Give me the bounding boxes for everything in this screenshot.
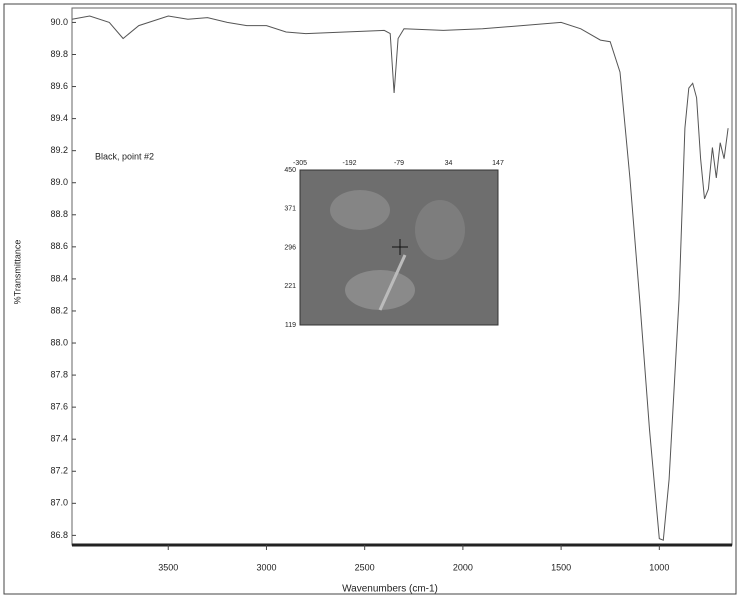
y-tick-label: 87.8 [50,369,68,379]
y-tick-label: 89.6 [50,81,68,91]
y-tick-label: 88.8 [50,209,68,219]
inset-x-tick-label: -305 [293,160,307,167]
inset-texture [345,270,415,310]
y-tick-label: 89.2 [50,145,68,155]
x-axis-label: Wavenumbers (cm-1) [342,584,438,595]
inset-y-tick-label: 450 [284,167,296,174]
inset-x-tick-label: -192 [342,160,356,167]
inset-y-tick-label: 119 [285,322,296,329]
y-tick-label: 88.6 [50,241,68,251]
y-tick-label: 87.0 [50,498,68,508]
inset-texture [378,254,407,311]
outer-frame [3,3,737,595]
spectrum-line [71,15,729,541]
x-tick-label: 2500 [355,562,375,572]
y-tick-label: 89.8 [50,49,68,59]
x-tick-label: 3000 [256,562,276,572]
x-tick-label: 1000 [649,562,669,572]
inset-image: -305 -192 -79 34 147 450 371 296 221 119 [284,160,504,329]
inset-x-tick-label: -79 [394,160,404,167]
y-tick-label: 90.0 [50,17,68,27]
inset-y-tick-label: 371 [284,206,296,213]
y-tick-label: 87.6 [50,402,68,412]
y-tick-label: 88.2 [50,305,68,315]
inset-texture [330,190,390,230]
y-axis-label: %Transmittance [12,240,22,305]
x-tick-label: 1500 [551,562,571,572]
x-tick-label: 2000 [453,562,473,572]
y-tick-label: 89.0 [50,177,68,187]
x-tick-label: 3500 [158,562,178,572]
inset-x-tick-label: 147 [492,160,504,167]
inset-x-tick-label: 34 [445,160,453,167]
y-tick-label: 87.2 [50,466,68,476]
y-tick-label: 88.0 [50,337,68,347]
annotation: Black, point #2 [95,151,154,161]
y-tick-label: 89.4 [50,113,68,123]
y-tick-label: 86.8 [50,530,68,540]
inset-texture [415,200,465,260]
y-tick-label: 88.4 [50,273,68,283]
inset-y-tick-label: 296 [284,244,296,251]
y-tick-label: 87.4 [50,434,68,444]
inset-y-tick-label: 221 [284,283,296,290]
